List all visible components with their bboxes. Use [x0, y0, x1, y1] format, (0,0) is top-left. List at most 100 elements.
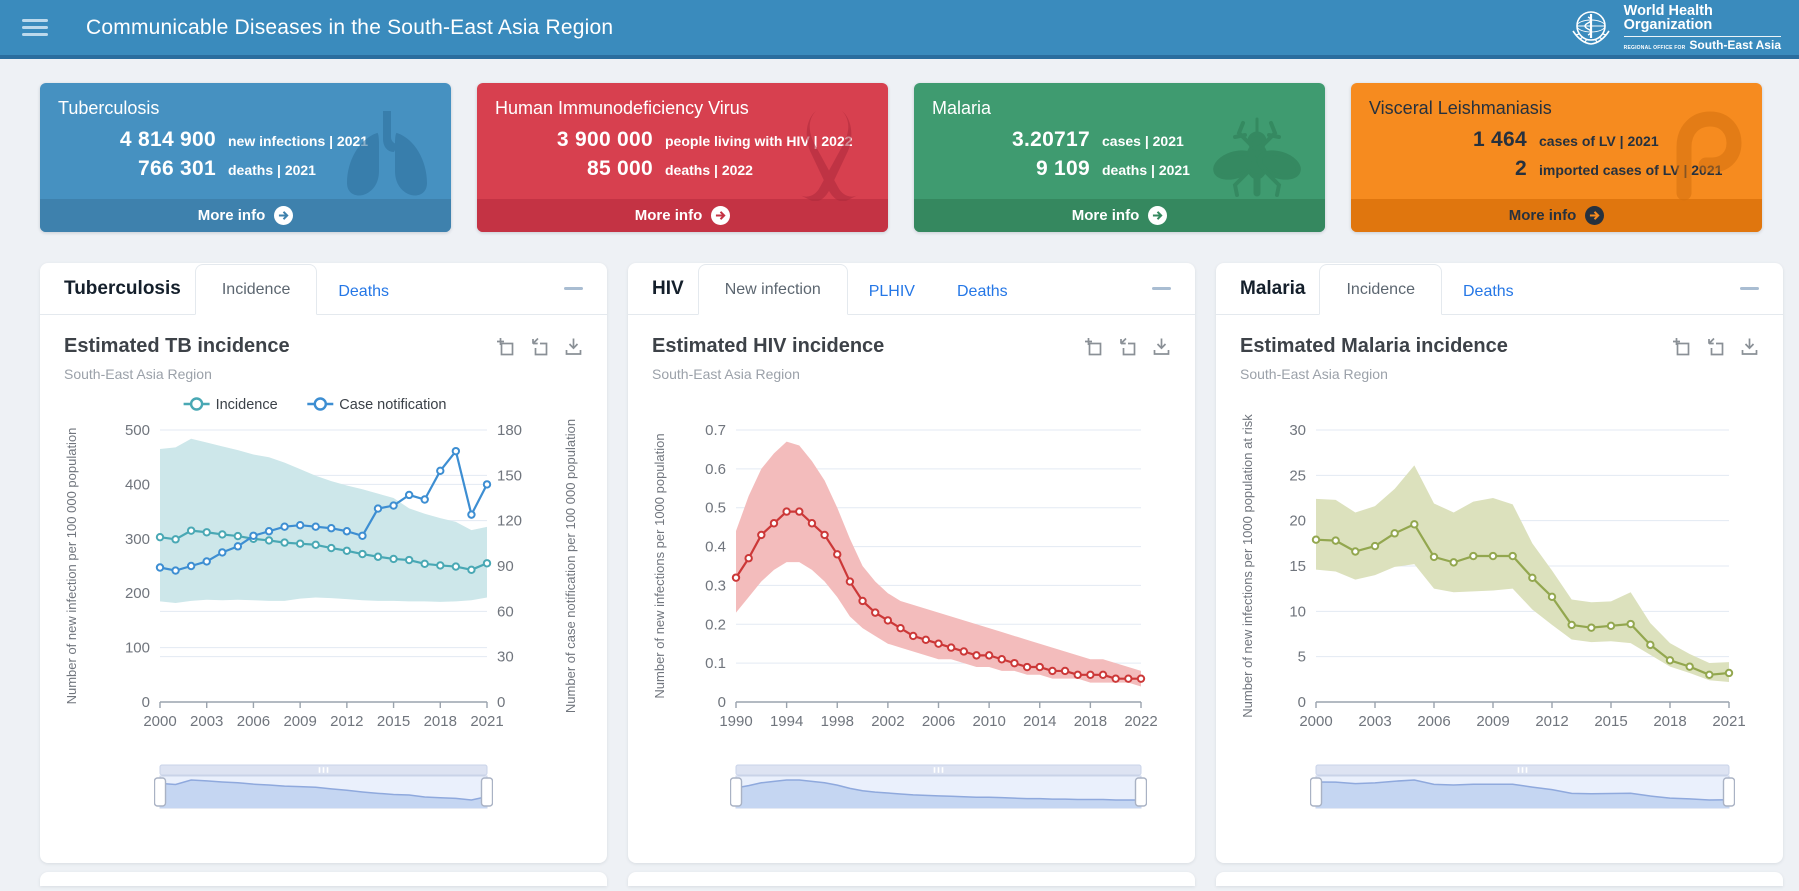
svg-text:0.4: 0.4 — [705, 539, 726, 556]
stat-value: 4 814 900 — [119, 128, 216, 151]
card-title: Malaria — [932, 98, 992, 118]
legend: Incidence Case notification — [183, 397, 447, 413]
hiv-incidence-chart[interactable]: 1990 1994 1998 2002 2006 2010 2014 2018 2022 0 0.1… — [652, 388, 1171, 748]
stat-row: 3 900 000 people living with HIV | 2022 — [495, 128, 872, 152]
nav-handle-left[interactable] — [730, 777, 743, 807]
arrow-right-icon — [1585, 206, 1605, 225]
svg-text:1998: 1998 — [821, 713, 854, 730]
menu-icon[interactable] — [22, 19, 48, 36]
more-info-button[interactable]: More info — [1351, 199, 1762, 232]
chart-title: Estimated Malaria incidence — [1240, 335, 1508, 357]
svg-text:20: 20 — [1289, 513, 1306, 530]
zoom-select-icon[interactable] — [496, 337, 515, 356]
svg-text:0.1: 0.1 — [705, 655, 726, 672]
svg-text:2021: 2021 — [470, 713, 503, 730]
nav-handle-left[interactable] — [154, 777, 167, 807]
more-info-label: More info — [634, 207, 703, 224]
series-incidence — [731, 507, 1146, 683]
stat-label: cases of LV | 2021 — [1539, 133, 1659, 149]
tab-plhiv[interactable]: PLHIV — [848, 269, 936, 314]
minimize-button[interactable] — [1738, 281, 1761, 296]
tab-deaths[interactable]: Deaths — [1442, 269, 1535, 314]
who-logo: World Health Organization REGIONAL OFFIC… — [1568, 3, 1781, 52]
logo-office-prefix: REGIONAL OFFICE FOR — [1623, 45, 1686, 52]
tab-incidence[interactable]: Incidence — [1319, 264, 1442, 315]
chart-toolbar — [1672, 337, 1759, 356]
download-icon[interactable] — [1740, 337, 1759, 356]
malaria-range-slider[interactable] — [1310, 764, 1735, 810]
stat-label: cases | 2021 — [1102, 133, 1184, 149]
svg-text:Incidence: Incidence — [216, 397, 278, 413]
svg-text:Number of new infections per 1: Number of new infections per 1000 popula… — [652, 433, 667, 698]
hiv-range-slider[interactable] — [730, 764, 1147, 810]
svg-text:2003: 2003 — [1358, 713, 1391, 730]
chart-subtitle: South-East Asia Region — [64, 366, 212, 382]
svg-text:15: 15 — [1289, 558, 1306, 575]
tab-new-infection[interactable]: New infection — [697, 264, 848, 315]
stat-label: deaths | 2021 — [1102, 162, 1190, 178]
lungs-icon — [347, 111, 427, 196]
tb-incidence-chart[interactable]: 2000 2003 2006 2009 2012 2015 2018 2021 0 100 200 3… — [64, 388, 583, 748]
minimize-button[interactable] — [562, 281, 585, 296]
minimize-icon — [1152, 287, 1171, 290]
more-info-label: More info — [197, 207, 266, 224]
download-icon[interactable] — [1152, 337, 1171, 356]
stat-value: 3 900 000 — [556, 128, 653, 151]
tab-deaths[interactable]: Deaths — [317, 269, 410, 314]
svg-text:2012: 2012 — [330, 713, 363, 730]
minimize-icon — [564, 287, 583, 290]
nav-handle-right[interactable] — [480, 777, 493, 807]
tb-range-slider[interactable] — [154, 764, 493, 810]
nav-area — [736, 780, 1141, 808]
minimize-button[interactable] — [1150, 281, 1173, 296]
card-title: Human Immunodeficiency Virus — [495, 98, 749, 118]
more-info-label: More info — [1508, 207, 1577, 224]
confidence-band — [1316, 465, 1729, 683]
malaria-incidence-chart[interactable]: 2000 2003 2006 2009 2012 2015 2018 2021 0 5 10 15 20… — [1240, 388, 1759, 748]
panel-header: HIV New infection PLHIV Deaths — [628, 263, 1195, 315]
svg-text:0: 0 — [1298, 694, 1306, 711]
zoom-reset-icon[interactable] — [530, 337, 549, 356]
chart-subtitle: South-East Asia Region — [1240, 366, 1388, 382]
y-axis-right: 0 30 60 90 120 150 180 Number of case notificat… — [497, 419, 578, 713]
card-title: Tuberculosis — [58, 98, 160, 118]
stat-value: 85 000 — [586, 157, 653, 180]
svg-text:2006: 2006 — [1417, 713, 1450, 730]
stat-value: 766 301 — [137, 157, 216, 180]
nav-area — [160, 780, 487, 808]
tab-strip: Incidence Deaths — [1319, 264, 1535, 315]
arrow-right-icon — [711, 206, 731, 225]
panel-title: HIV — [652, 278, 684, 299]
nav-handle-right[interactable] — [1722, 777, 1735, 807]
svg-text:1990: 1990 — [719, 713, 752, 730]
zoom-reset-icon[interactable] — [1706, 337, 1725, 356]
zoom-select-icon[interactable] — [1672, 337, 1691, 356]
svg-text:0: 0 — [718, 694, 726, 711]
y-axis-left: 0 100 200 300 400 500 Number of new infection … — [64, 422, 150, 711]
arrow-right-icon — [274, 206, 294, 225]
stat-value: 3.20717 — [1011, 128, 1090, 151]
stat-row: 85 000 deaths | 2022 — [495, 157, 872, 181]
chart-title: Estimated HIV incidence — [652, 335, 885, 357]
svg-text:2009: 2009 — [283, 713, 316, 730]
svg-text:90: 90 — [497, 558, 514, 575]
svg-text:2002: 2002 — [871, 713, 904, 730]
more-info-button[interactable]: More info — [914, 199, 1325, 232]
nav-handle-left[interactable] — [1310, 777, 1323, 807]
zoom-reset-icon[interactable] — [1118, 337, 1137, 356]
mosquito-icon — [1213, 117, 1301, 197]
tab-deaths[interactable]: Deaths — [936, 269, 1029, 314]
more-info-button[interactable]: More info — [477, 199, 888, 232]
download-icon[interactable] — [564, 337, 583, 356]
tab-incidence[interactable]: Incidence — [194, 264, 318, 315]
page-title: Communicable Diseases in the South-East … — [86, 15, 614, 39]
more-info-button[interactable]: More info — [40, 199, 451, 232]
stat-label: people living with HIV | 2022 — [665, 133, 853, 149]
svg-text:2014: 2014 — [1023, 713, 1056, 730]
zoom-select-icon[interactable] — [1084, 337, 1103, 356]
x-axis: 2000 2003 2006 2009 2012 2015 2018 2021 — [143, 701, 504, 730]
stat-row: 9 109 deaths | 2021 — [932, 157, 1309, 181]
panel-header: Malaria Incidence Deaths — [1216, 263, 1783, 315]
nav-handle-right[interactable] — [1134, 777, 1147, 807]
svg-text:2000: 2000 — [143, 713, 176, 730]
